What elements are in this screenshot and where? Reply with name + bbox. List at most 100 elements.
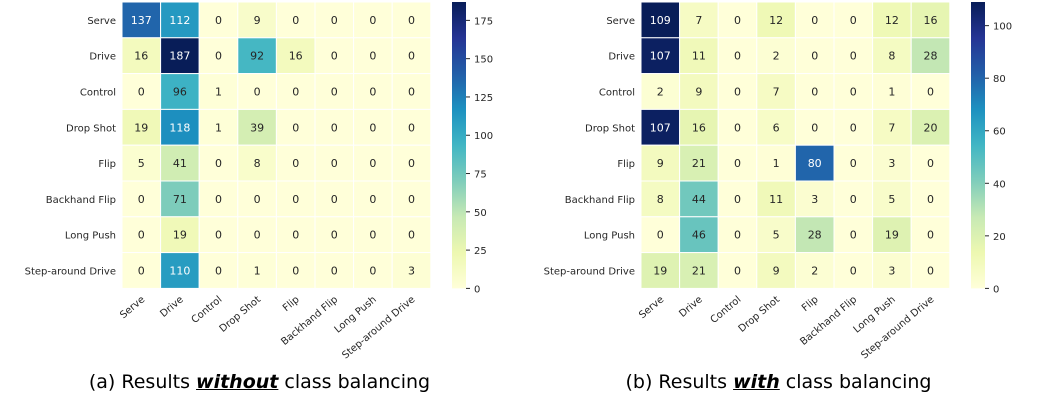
heatmap-b-cell-label-4-5: 0: [850, 157, 857, 170]
heatmap-a-cell-7-7: [391, 252, 432, 289]
heatmap-b-cell-6-0: [640, 216, 681, 254]
heatmap-b-cell-label-0-7: 16: [924, 14, 938, 27]
heatmap-b-cell-7-4: [794, 252, 835, 289]
heatmap-a-cell-label-2-1: 96: [173, 86, 187, 99]
heatmap-b-cell-0-5: [833, 1, 874, 39]
heatmap-a-cell-label-2-3: 0: [254, 86, 261, 99]
heatmap-a-col-label-7: Step-around Drive: [340, 294, 417, 361]
heatmap-a-row-label-2: Control: [80, 88, 116, 99]
heatmap-b-cell-label-1-6: 8: [888, 50, 895, 63]
heatmap-a-cell-label-0-6: 0: [369, 14, 376, 27]
heatmap-b-cell-label-3-0: 107: [650, 121, 671, 134]
heatmap-b-cell-label-4-7: 0: [927, 157, 934, 170]
heatmap-a-cell-label-6-7: 0: [408, 229, 415, 242]
heatmap-a-cell-label-0-2: 0: [215, 14, 222, 27]
heatmap-a-cell-5-5: [314, 180, 355, 218]
heatmap-a-cell-2-4: [275, 73, 316, 110]
heatmap-a-cell-label-4-4: 0: [292, 157, 299, 170]
heatmap-b-row-label-2: Control: [599, 88, 635, 99]
heatmap-a-cell-6-1: [160, 216, 200, 254]
heatmap-b-cell-7-0: [640, 252, 681, 289]
heatmap-b-cell-label-3-5: 0: [850, 121, 857, 134]
heatmap-b-cell-label-5-2: 0: [734, 193, 741, 206]
heatmap-b-cell-label-6-1: 46: [692, 229, 706, 242]
heatmap-a-colorbar-tick-label-1: 25: [474, 246, 487, 257]
caption-a-prefix: (a) Results: [88, 371, 197, 393]
heatmap-b-cell-label-6-0: 0: [657, 229, 664, 242]
heatmap-b-cell-3-2: [717, 108, 758, 146]
heatmap-b-cell-label-2-7: 0: [927, 86, 934, 99]
caption-a-emphasis: without: [196, 371, 279, 393]
heatmap-b-row-label-3: Drop Shot: [585, 123, 635, 134]
heatmap-a-cell-label-2-6: 0: [369, 86, 376, 99]
heatmap-b-cell-label-4-2: 0: [734, 157, 741, 170]
heatmap-a-colorbar-tick-label-4: 100: [474, 131, 493, 142]
heatmap-a-cell-label-5-6: 0: [369, 193, 376, 206]
heatmap-a-row-label-3: Drop Shot: [66, 123, 116, 134]
heatmap-a-cell-label-4-6: 0: [369, 157, 376, 170]
heatmap-b-cell-1-7: [910, 37, 951, 75]
heatmap-a-cell-5-6: [353, 180, 393, 218]
heatmap-a-cell-label-2-5: 0: [331, 86, 338, 99]
heatmap-a-cell-label-5-0: 0: [138, 193, 145, 206]
heatmap-b-cell-label-5-5: 0: [850, 193, 857, 206]
heatmap-b-cell-4-7: [910, 144, 951, 182]
heatmap-a-cell-label-4-5: 0: [331, 157, 338, 170]
heatmap-a-row-label-6: Long Push: [65, 231, 116, 242]
heatmap-a-row-label-0: Serve: [87, 16, 116, 27]
heatmap-a-cell-label-3-7: 0: [408, 121, 415, 134]
heatmap-a-cell-5-4: [275, 180, 316, 218]
heatmap-a-cell-2-7: [391, 73, 432, 110]
heatmap-b-cell-0-3: [756, 1, 796, 39]
heatmap-b-cell-label-7-2: 0: [734, 265, 741, 278]
heatmap-b-cell-4-3: [756, 144, 796, 182]
heatmap-a-cell-label-1-7: 0: [408, 50, 415, 63]
heatmap-a-cell-6-2: [198, 216, 239, 254]
heatmap-a-colorbar-tick-label-3: 75: [474, 170, 487, 181]
heatmap-a-cell-2-6: [353, 73, 393, 110]
heatmap-a-cell-5-1: [160, 180, 200, 218]
heatmap-b-cell-label-3-2: 0: [734, 121, 741, 134]
heatmap-a-cell-label-1-1: 187: [169, 50, 190, 63]
heatmap-b-cell-label-0-2: 0: [734, 14, 741, 27]
heatmap-b-cell-5-6: [872, 180, 912, 218]
heatmap-b-cell-5-3: [756, 180, 796, 218]
heatmap-a-cell-label-6-5: 0: [331, 229, 338, 242]
heatmap-b-cell-3-5: [833, 108, 874, 146]
heatmap-a-cell-7-3: [237, 252, 277, 289]
heatmap-a-cell-2-3: [237, 73, 277, 110]
heatmap-a-cell-3-4: [275, 108, 316, 146]
heatmap-a-cell-label-5-4: 0: [292, 193, 299, 206]
heatmap-a-cell-label-6-3: 0: [254, 229, 261, 242]
heatmap-b-cell-0-1: [679, 1, 719, 39]
heatmap-b-cell-5-4: [794, 180, 835, 218]
heatmap-b-cell-label-0-6: 12: [885, 14, 899, 27]
heatmap-b-col-label-2: Control: [709, 294, 744, 326]
heatmap-a-cell-label-3-0: 19: [134, 121, 148, 134]
heatmap-a-cell-label-6-0: 0: [138, 229, 145, 242]
heatmap-b-cell-label-2-2: 0: [734, 86, 741, 99]
heatmap-a: 137 112 0 9 0 0 0 016 187 0 92 16 0 0 00 96 1 0 0 0 0 019 118 1…: [25, 1, 493, 361]
heatmap-b-cell-7-3: [756, 252, 796, 289]
heatmap-a-cell-label-0-0: 137: [131, 14, 152, 27]
heatmap-b-cell-label-2-4: 0: [811, 86, 818, 99]
heatmap-b-cell-label-6-7: 0: [927, 229, 934, 242]
heatmap-b-row-label-5: Backhand Flip: [565, 195, 635, 206]
heatmap-b-cell-label-0-0: 109: [650, 14, 671, 27]
heatmap-a-cell-label-1-6: 0: [369, 50, 376, 63]
heatmap-b-cell-label-0-5: 0: [850, 14, 857, 27]
heatmap-b-cell-label-1-3: 2: [773, 50, 780, 63]
heatmap-a-colorbar-tick-label-0: 0: [474, 284, 480, 295]
heatmap-b-colorbar: [971, 2, 985, 289]
heatmap-b-colorbar-tick-label-2: 40: [993, 179, 1006, 190]
heatmap-a-cell-label-6-2: 0: [215, 229, 222, 242]
heatmap-a-cell-label-5-5: 0: [331, 193, 338, 206]
heatmap-b-cell-1-1: [679, 37, 719, 75]
heatmap-a-cell-1-7: [391, 37, 432, 75]
heatmap-b-cell-label-5-4: 3: [811, 193, 818, 206]
heatmap-a-cell-label-3-5: 0: [331, 121, 338, 134]
heatmap-a-cell-label-7-0: 0: [138, 265, 145, 278]
heatmap-b-cell-0-0: [640, 1, 681, 39]
caption-b-prefix: (b) Results: [625, 371, 734, 393]
heatmap-a-cell-label-4-2: 0: [215, 157, 222, 170]
